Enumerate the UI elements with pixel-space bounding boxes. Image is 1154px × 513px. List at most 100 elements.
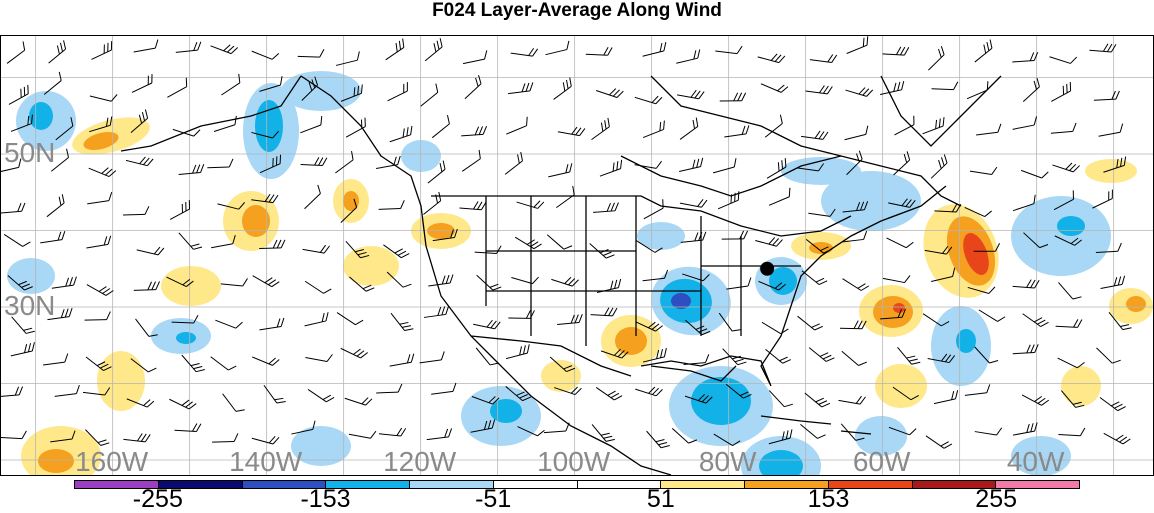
wind-barb [1097,124,1124,137]
wind-barb [549,78,575,100]
location-marker-dot [760,262,774,276]
wind-barb [178,164,205,174]
shading-blob [1061,366,1101,406]
wind-barb [683,354,710,364]
wind-barb [975,424,1002,436]
wind-barb [461,50,488,63]
wind-barb [419,351,446,362]
wind-barb [423,306,450,317]
wind-barb [543,423,570,433]
wind-barb [641,42,668,56]
wind-barb [264,381,286,407]
wind-barb [88,41,115,59]
shading-blob [956,329,976,353]
wind-barb [842,345,867,368]
wind-barb [511,45,538,57]
wind-barb [806,83,833,94]
wind-barb [920,117,947,134]
wind-barb [384,82,411,101]
map-title: F024 Layer-Average Along Wind [0,0,1154,24]
wind-barb [761,76,788,94]
wind-barb [970,40,995,63]
colorbar-tick-label: -255 [133,487,183,512]
wind-barb [164,78,191,98]
wind-barb [252,44,279,61]
wind-barb [544,41,571,55]
shading-blob [161,266,221,306]
shading-blob [1011,196,1111,276]
wind-barb [86,192,113,204]
wind-barb [975,124,1002,135]
shading-blob [242,205,270,237]
longitude-label: 140W [229,448,302,476]
longitude-label: 60W [853,448,911,476]
wind-barb [597,160,624,176]
wind-barb [166,200,193,219]
wind-barb [123,431,150,442]
wind-barb [137,242,164,256]
wind-barb [207,159,233,168]
wind-barb [223,389,245,415]
wind-barb [843,126,870,140]
wind-barb [556,314,583,324]
longitude-label: 100W [537,448,610,476]
wind-barb [587,118,613,140]
wind-barb [430,383,457,394]
wind-barb [134,281,160,290]
wind-barb [426,428,453,439]
wind-barb [596,381,622,402]
wind-barb [379,426,406,437]
shading-blob [176,332,196,344]
wind-barb [169,392,196,411]
wind-barb [179,228,202,253]
wind-barb [647,426,670,451]
wind-barb [132,40,159,52]
wind-barb [308,383,334,404]
wind-barb [805,387,830,410]
wind-barb [136,314,158,340]
wind-barb [1100,391,1126,413]
wind-barb [546,163,573,177]
wind-barb [596,83,623,99]
wind-barb [420,38,445,61]
wind-barb [720,93,746,101]
shading-blob [38,449,74,473]
wind-barb [923,46,947,70]
latitude-label: 30N [4,292,55,320]
wind-barb [1018,78,1043,101]
wind-barb [87,278,114,298]
wind-barb [723,343,747,367]
wind-barb [926,155,950,179]
wind-barb [1058,277,1081,302]
wind-barb [1011,116,1038,129]
coastline-path [651,76,841,156]
longitude-label: 120W [383,448,456,476]
shading-blob [1057,216,1085,236]
wind-barb [882,46,908,55]
wind-barb [1013,278,1040,288]
wind-barb [844,36,871,53]
wind-barb [592,419,615,444]
shading-blob [1085,159,1137,183]
longitude-label: 160W [75,448,148,476]
wind-barb [1050,49,1077,65]
wind-barb [1,429,26,438]
wind-barb [305,350,332,363]
wind-barb [253,269,280,289]
wind-barb [473,316,500,329]
wind-barb [391,308,413,333]
wind-barb [461,126,487,136]
wind-barb [42,194,67,216]
colorbar-tick-label: 153 [808,487,850,512]
longitude-label: 40W [1007,448,1065,476]
wind-barb [378,200,404,209]
wind-barb [1012,423,1039,436]
wind-barb [42,354,69,365]
wind-barb [1,203,26,213]
shading-blob [615,327,647,355]
wind-barb [1089,42,1116,52]
wind-barb [1056,318,1082,327]
wind-barb [427,274,454,286]
wind-barb [640,121,667,138]
wind-barb [211,350,237,372]
